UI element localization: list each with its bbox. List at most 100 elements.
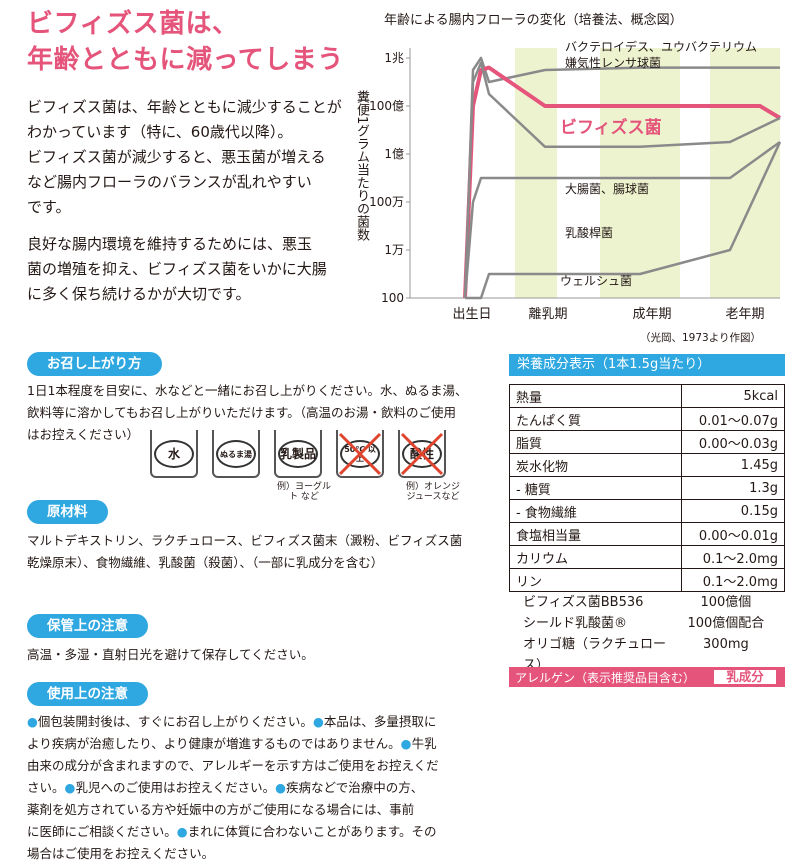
bullet-icon: ● <box>312 714 324 729</box>
nutrition-key: カリウム <box>509 545 682 569</box>
usage-text-line: 飲料等に溶かしてもお召し上がりいただけます。（高温のお湯・飲料のご使用 <box>27 405 457 420</box>
headline: ビフィズス菌は、 年齢とともに減ってしまう <box>27 6 344 78</box>
chart-series-line <box>463 140 781 299</box>
nutrition-extra-row: シールド乳酸菌® 100億個配合 <box>509 613 785 634</box>
nutrition-row: たんぱく質 0.01～0.07g <box>509 407 785 431</box>
chart-series-label: ビフィズス菌 <box>560 117 662 138</box>
nutrition-value: 1.45g <box>681 453 785 477</box>
nutrition-key: 炭水化物 <box>509 453 682 477</box>
intro-p1-line: わかっています（特に、60歳代以降）。 <box>27 123 293 141</box>
ingredients-text: マルトデキストリン、ラクチュロース、ビフィズス菌末（澱粉、ビフィズス菌 乾燥原末）… <box>27 530 477 574</box>
caution-text: ●個包装開封後は、すぐにお召し上がりください。●本品は、多量摂取に より疾病が治癒… <box>27 711 477 865</box>
intro-p1-line: など腸内フローラのバランスが乱れやすい <box>27 173 312 191</box>
chart-y-tick-label: 100億 <box>370 99 404 113</box>
bullet-icon: ● <box>64 780 76 795</box>
nutrition-extra-row: オリゴ糖（ラクチュロース） 300mg <box>509 634 785 673</box>
nutrition-key: 脂質 <box>509 430 682 454</box>
bullet-icon: ● <box>275 780 286 795</box>
caution-text-line: 薬剤を処方されている方や妊娠中の方がご使用になる場合には、事前 <box>27 802 415 817</box>
ingredients-text-line: 乾燥原末）、食物繊維、乳酸菌（殺菌）、（一部に乳成分を含む） <box>27 555 384 570</box>
nutrition-table: 熱量 5kcal たんぱく質 0.01～0.07g 脂質 0.00～0.03g 炭水化物 1.… <box>509 384 785 592</box>
chart-y-tick-label: 100 <box>381 291 404 305</box>
nutrition-value: 1.3g <box>681 476 785 500</box>
usage-text: 1日1本程度を目安に、水などと一緒にお召し上がりください。水、ぬるま湯、 飲料等に… <box>27 380 477 446</box>
chart-series-label: 乳酸桿菌 <box>565 225 613 240</box>
chart-band <box>710 48 780 298</box>
chart-x-tick-label: 成年期 <box>632 307 671 322</box>
caution-section-label: 使用上の注意 <box>27 682 148 706</box>
caution-text-line: さい。●乳児へのご使用はお控えください。●疾病などで治療中の方、 <box>27 780 424 795</box>
nutrition-value: 0.15g <box>681 499 785 523</box>
nutrition-key: - 食物繊維 <box>509 499 682 523</box>
caution-text-line: ●個包装開封後は、すぐにお召し上がりください。●本品は、多量摂取に <box>27 714 437 729</box>
nutrition-row: - 食物繊維 0.15g <box>509 499 785 523</box>
chart-series-line <box>465 141 782 300</box>
nutrition-row: リン 0.1～2.0mg <box>509 568 785 592</box>
nutrition-row: カリウム 0.1～2.0mg <box>509 545 785 569</box>
caution-text-line: より疾病が治癒したり、より健康が増進するものではありません。●牛乳 <box>27 736 437 751</box>
intro-p1-line: です。 <box>27 198 71 216</box>
usage-icon-1: ぬるま湯 <box>212 430 260 478</box>
chart-series-line <box>463 61 781 299</box>
bullet-icon: ● <box>400 736 412 751</box>
chart-series-line <box>463 56 780 299</box>
chart-y-tick-label: 1億 <box>384 147 404 161</box>
intro-p1-line: ビフィズス菌は、年齢とともに減少することが <box>27 98 342 116</box>
nutrition-value: 5kcal <box>681 384 785 408</box>
prohibited-x-icon <box>400 432 444 476</box>
usage-text-line: はお控えください） <box>27 427 140 442</box>
chart-y-tick-label: 1万 <box>384 243 404 257</box>
usage-icon-note: 例）ヨーグルト など <box>276 482 331 502</box>
chart-ylabel: 糞便1グラム当たりの菌数 <box>354 90 369 242</box>
nutrition-key: 食塩相当量 <box>509 522 682 546</box>
bullet-icon: ● <box>27 714 38 729</box>
usage-section-label: お召し上がり方 <box>27 352 162 376</box>
usage-icon-note: 例）オレンジ ジュースなど <box>405 482 460 502</box>
chart-source: （光岡、1973より作図） <box>640 332 762 344</box>
intro-p2-line: 良好な腸内環境を維持するためには、悪玉 <box>27 235 313 253</box>
nutrition-key: 熱量 <box>509 384 682 408</box>
usage-icon-4: 酸性 <box>398 430 446 478</box>
intro-paragraph-2: 良好な腸内環境を維持するためには、悪玉 菌の増殖を抑え、ビフィズス菌をいかに大腸に… <box>27 232 347 307</box>
chart-series-label: ウェルシュ菌 <box>560 274 632 288</box>
nutrition-row: - 糖質 1.3g <box>509 476 785 500</box>
nutrition-key: たんぱく質 <box>509 407 682 431</box>
nutrition-extra-key: オリゴ糖（ラクチュロース） <box>523 637 667 673</box>
usage-icon-2: 乳製品 <box>274 430 322 478</box>
caution-text-line: に医師にご相談ください。●まれに体質に合わないことがあります。その <box>27 824 437 839</box>
usage-icon-label: 乳製品 <box>278 440 318 468</box>
intro-p2-line: 菌の増殖を抑え、ビフィズス菌をいかに大腸 <box>27 260 327 278</box>
nutrition-row: 炭水化物 1.45g <box>509 453 785 477</box>
nutrition-extra-row: ビフィズス菌BB536 100億個 <box>509 592 785 613</box>
bullet-icon: ● <box>176 824 188 839</box>
intro-p2-line: に多く保ち続けるかが大切です。 <box>27 285 251 303</box>
usage-text-line: 1日1本程度を目安に、水などと一緒にお召し上がりください。水、ぬるま湯、 <box>27 383 468 398</box>
intro-paragraph-1: ビフィズス菌は、年齢とともに減少することが わかっています（特に、60歳代以降）。… <box>27 95 347 220</box>
headline-line2: 年齢とともに減ってしまう <box>27 45 344 75</box>
prohibited-x-icon <box>338 432 382 476</box>
nutrition-key: - 糖質 <box>509 476 682 500</box>
nutrition-value: 0.00～0.01g <box>681 522 785 546</box>
usage-icon-label: ぬるま湯 <box>216 440 256 468</box>
chart-title: 年齢による腸内フローラの変化（培養法、概念図） <box>384 13 683 28</box>
nutrition-extra-key: シールド乳酸菌® <box>523 616 628 631</box>
nutrition-value: 0.1～2.0mg <box>681 568 785 592</box>
nutrition-extra-value: 100億個 <box>700 595 752 610</box>
chart-series-label: 大腸菌、腸球菌 <box>565 182 649 196</box>
nutrition-row: 熱量 5kcal <box>509 384 785 408</box>
usage-icon-0: 水 <box>150 430 198 478</box>
usage-icon-label: 水 <box>154 440 194 468</box>
nutrition-value: 0.1～2.0mg <box>681 545 785 569</box>
nutrition-extra: ビフィズス菌BB536 100億個シールド乳酸菌® 100億個配合オリゴ糖（ラクチュ… <box>509 592 785 673</box>
chart-series-label: 嫌気性レンサ球菌 <box>565 55 661 70</box>
nutrition-extra-value: 100億個配合 <box>687 616 765 631</box>
nutrition-key: リン <box>509 568 682 592</box>
chart-band <box>515 48 557 298</box>
nutrition-extra-key: ビフィズス菌BB536 <box>523 595 644 610</box>
chart-x-tick-label: 離乳期 <box>528 307 567 322</box>
ingredients-section-label: 原材料 <box>27 500 108 524</box>
ingredients-text-line: マルトデキストリン、ラクチュロース、ビフィズス菌末（澱粉、ビフィズス菌 <box>27 533 463 548</box>
chart-y-tick-label: 1兆 <box>384 51 404 65</box>
allergen-value: 乳成分 <box>714 670 776 684</box>
